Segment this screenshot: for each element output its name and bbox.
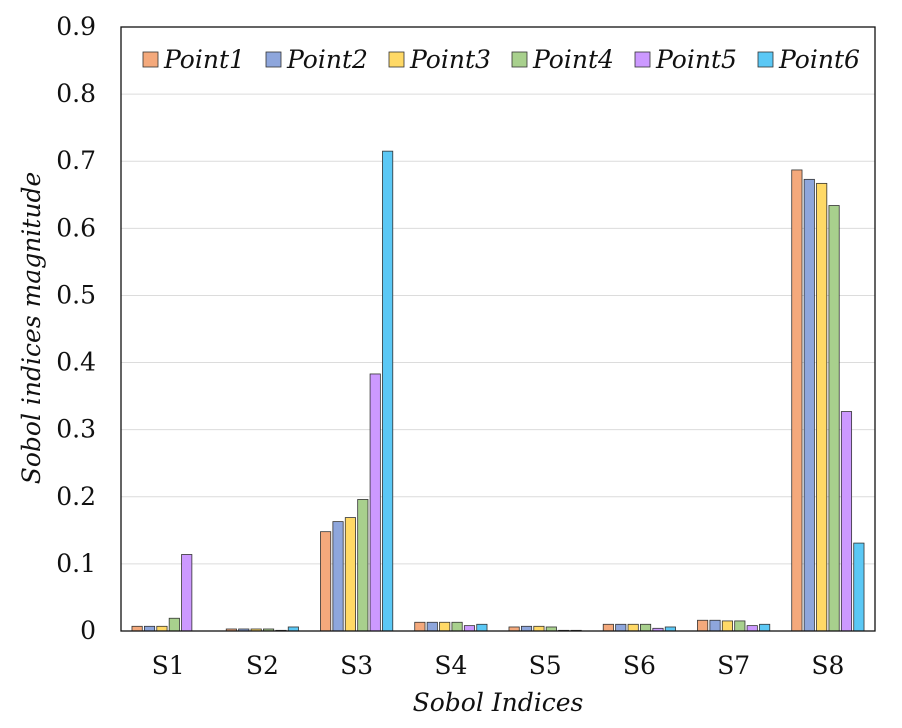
- bar-point6-s4: [476, 623, 488, 632]
- x-tick-label: S2: [246, 651, 279, 680]
- y-tick-label: 0.5: [56, 280, 96, 309]
- bar-point1-s1: [131, 625, 143, 632]
- bar-point5-s3: [369, 373, 381, 632]
- bar-point5-s1: [181, 554, 193, 632]
- legend-label: Point2: [286, 45, 368, 74]
- y-tick-label: 0.8: [56, 79, 96, 108]
- plot-frame: [120, 26, 876, 632]
- x-tick-label: S7: [717, 651, 750, 680]
- bar-point1-s7: [697, 619, 709, 632]
- legend-swatch-point3: [388, 51, 405, 68]
- bar-point4-s4: [451, 621, 463, 632]
- x-axis-ticks: S1 S2 S3 S4 S5 S6 S7 S8: [152, 651, 845, 680]
- bar-point5-s4: [463, 625, 476, 632]
- bar-point3-s6: [627, 623, 639, 632]
- bar-point2-s1: [143, 625, 156, 632]
- x-tick-label: S8: [811, 651, 844, 680]
- bar-point2-s3: [332, 521, 344, 632]
- bars: [131, 150, 865, 632]
- legend-label: Point5: [655, 45, 737, 74]
- legend-swatch-point1: [142, 51, 159, 68]
- bar-point3-s4: [439, 621, 451, 632]
- legend-label: Point1: [163, 45, 245, 74]
- y-tick-label: 0.1: [56, 549, 96, 578]
- y-tick-label: 0.4: [56, 348, 96, 377]
- legend-label: Point4: [532, 45, 614, 74]
- bar-point2-s6: [615, 623, 627, 632]
- x-tick-label: S5: [529, 651, 562, 680]
- x-axis-title: Sobol Indices: [413, 688, 584, 717]
- legend-swatch-point4: [511, 51, 528, 68]
- bar-point6-s8: [853, 542, 865, 632]
- y-tick-label: 0.2: [56, 482, 96, 511]
- bar-point1-s4: [414, 621, 426, 632]
- bar-point1-s3: [320, 531, 332, 632]
- x-tick-label: S1: [152, 651, 185, 680]
- y-axis-title: Sobol indices magnitude: [17, 172, 46, 485]
- y-tick-label: 0: [80, 616, 96, 645]
- legend: Point1 Point2 Point3 Point4 Point5 Point6: [142, 45, 860, 74]
- legend-swatch-point6: [757, 51, 774, 68]
- y-axis-ticks: 0 0.1 0.2 0.3 0.4 0.5 0.6 0.7 0.8 0.9: [56, 12, 96, 645]
- bar-point6-s7: [759, 623, 771, 632]
- bar-point5-s7: [746, 625, 758, 632]
- x-tick-label: S3: [340, 651, 373, 680]
- bar-point4-s3: [357, 499, 369, 632]
- x-tick-label: S6: [623, 651, 656, 680]
- bar-point2-s5: [520, 625, 533, 632]
- bar-point4-s8: [828, 205, 840, 632]
- bar-point4-s7: [734, 620, 746, 632]
- x-tick-label: S4: [434, 651, 467, 680]
- bar-point4-s6: [640, 623, 652, 632]
- bar-point3-s7: [721, 620, 733, 632]
- bar-point4-s1: [168, 617, 180, 632]
- bar-point2-s8: [803, 178, 815, 632]
- bar-point3-s3: [344, 517, 356, 632]
- bar-point1-s8: [791, 169, 803, 632]
- legend-label: Point3: [409, 45, 491, 74]
- legend-swatch-point5: [634, 51, 651, 68]
- y-tick-label: 0.6: [56, 213, 96, 242]
- y-tick-label: 0.3: [56, 415, 96, 444]
- bar-point3-s8: [816, 182, 828, 632]
- y-tick-label: 0.7: [56, 146, 96, 175]
- bar-point3-s5: [533, 625, 545, 632]
- y-tick-label: 0.9: [56, 12, 96, 41]
- bar-point5-s8: [840, 411, 853, 632]
- legend-label: Point6: [778, 45, 860, 74]
- bar-point2-s7: [709, 619, 721, 632]
- bar-point1-s6: [602, 623, 614, 632]
- bar-point3-s1: [156, 625, 168, 632]
- legend-swatch-point2: [265, 51, 282, 68]
- gridlines: [121, 93, 875, 565]
- bar-point2-s4: [426, 621, 438, 632]
- bar-point6-s3: [382, 150, 394, 632]
